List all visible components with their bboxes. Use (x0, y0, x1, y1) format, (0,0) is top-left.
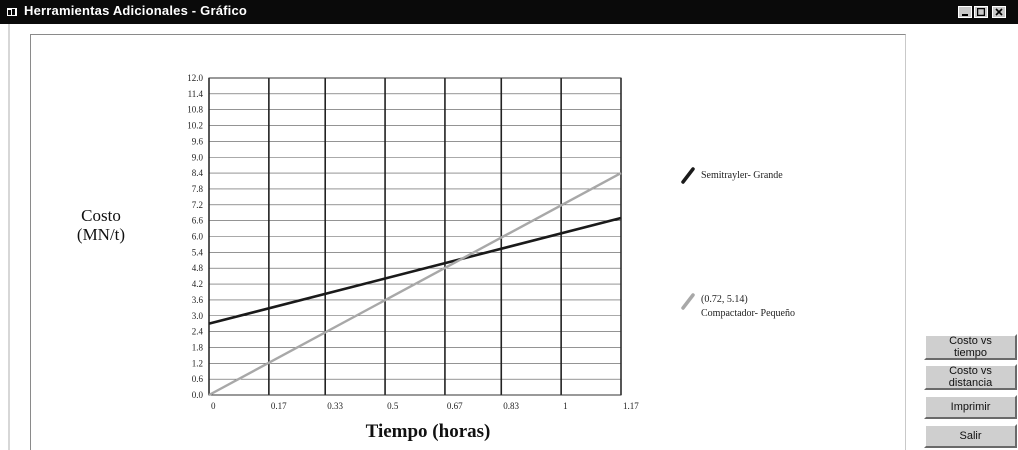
x-tick-label-5: 0.83 (503, 401, 519, 411)
x-tick-label-0: 0 (211, 401, 216, 411)
y-tick-label-19: 11.4 (188, 89, 204, 99)
salir-label: Salir (959, 430, 982, 442)
x-axis-ticks: 0 0.17 0.33 0.5 0.67 0.83 1 1.17 (211, 401, 639, 411)
y-tick-label-8: 4.8 (192, 263, 204, 273)
y-tick-label-16: 9.6 (192, 136, 204, 146)
y-axis-label-line2: (MN/t) (77, 225, 125, 244)
y-tick-label-3: 1.8 (192, 342, 204, 352)
legend-label-series-2: Compactador- Pequeño (701, 308, 795, 319)
title-bar[interactable]: Herramientas Adicionales - Gráfico (0, 0, 1018, 24)
chart-legend: Semitrayler- Grande (0.72, 5.14) Compact… (681, 167, 795, 319)
y-axis-ticks: 0.0 0.6 1.2 1.8 2.4 3.0 3.6 4.2 4.8 5.4 6.0 6.6 7.2 7… (187, 73, 203, 400)
costo-vs-tiempo-label: Costo vs tiempo (949, 335, 992, 359)
minimize-button[interactable] (958, 6, 972, 18)
chart-grid (208, 77, 622, 396)
y-tick-label-17: 10.2 (187, 121, 203, 131)
x-tick-label-7: 1.17 (623, 401, 639, 411)
y-tick-label-20: 12.0 (187, 73, 203, 83)
maximize-icon (977, 8, 985, 16)
y-tick-label-4: 2.4 (192, 327, 204, 337)
x-axis-label: Tiempo (horas) (366, 421, 491, 442)
costo-vs-tiempo-button[interactable]: Costo vs tiempo (924, 334, 1017, 360)
y-tick-label-7: 4.2 (192, 279, 203, 289)
legend-swatch-series-1 (681, 167, 695, 184)
y-axis-label-line1: Costo (81, 206, 121, 225)
x-tick-label-6: 1 (563, 401, 568, 411)
plot-border (208, 77, 622, 396)
y-tick-label-9: 5.4 (192, 247, 204, 257)
x-tick-label-1: 0.17 (271, 401, 287, 411)
close-icon (995, 8, 1003, 16)
x-tick-label-3: 0.5 (387, 401, 399, 411)
x-tick-label-2: 0.33 (327, 401, 343, 411)
y-tick-label-12: 7.2 (192, 200, 203, 210)
y-tick-label-13: 7.8 (192, 184, 204, 194)
minimize-icon (962, 14, 968, 16)
y-tick-label-14: 8.4 (192, 168, 204, 178)
y-tick-label-10: 6.0 (192, 232, 204, 242)
salir-button[interactable]: Salir (924, 424, 1017, 448)
imprimir-button[interactable]: Imprimir (924, 395, 1017, 419)
y-tick-label-1: 0.6 (192, 374, 204, 384)
series-line-1 (208, 216, 622, 325)
imprimir-label: Imprimir (950, 401, 991, 413)
window-left-edge (8, 24, 10, 450)
legend-swatch-series-2 (681, 293, 695, 310)
series-line-2 (208, 172, 622, 397)
legend-label-series-1: Semitrayler- Grande (701, 170, 783, 181)
y-tick-label-2: 1.2 (192, 358, 203, 368)
x-tick-label-4: 0.67 (447, 401, 463, 411)
y-tick-label-5: 3.0 (192, 311, 204, 321)
y-tick-label-0: 0.0 (192, 390, 204, 400)
maximize-button[interactable] (974, 6, 988, 18)
y-tick-label-18: 10.8 (187, 105, 203, 115)
costo-vs-distancia-label: Costo vs distancia (948, 365, 993, 389)
chart-canvas: 0.0 0.6 1.2 1.8 2.4 3.0 3.6 4.2 4.8 5.4 6.0 6.6 7.2 7… (77, 73, 795, 442)
y-tick-label-6: 3.6 (192, 295, 204, 305)
costo-vs-distancia-button[interactable]: Costo vs distancia (924, 364, 1017, 390)
app-icon (7, 8, 17, 16)
close-button[interactable] (992, 6, 1006, 18)
window-title: Herramientas Adicionales - Gráfico (24, 3, 248, 18)
chart-annotation: (0.72, 5.14) (701, 294, 748, 305)
y-tick-label-11: 6.6 (192, 216, 204, 226)
chart-panel: 0.0 0.6 1.2 1.8 2.4 3.0 3.6 4.2 4.8 5.4 6.0 6.6 7.2 7… (30, 34, 906, 450)
chart-series (208, 172, 622, 397)
y-tick-label-15: 9.0 (192, 152, 204, 162)
